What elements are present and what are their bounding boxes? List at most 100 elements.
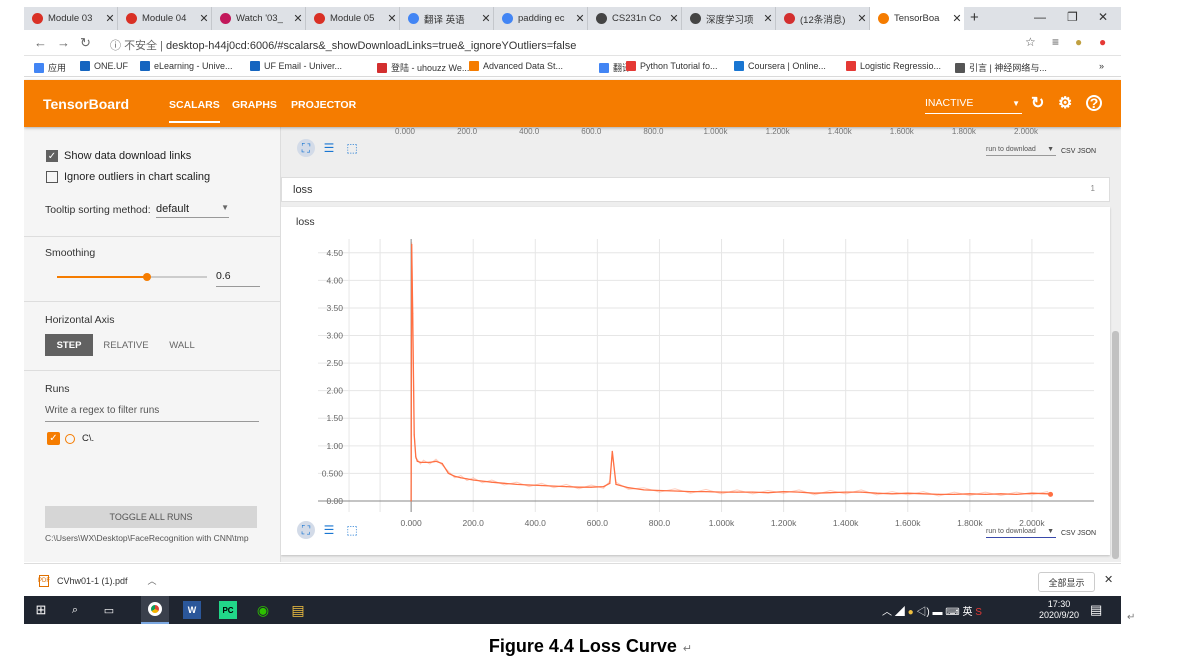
download-item[interactable]: PDF CVhw01-1 (1).pdf ︿: [38, 574, 157, 587]
list-lines-icon[interactable]: ☰: [323, 141, 335, 155]
bookmark-item[interactable]: 翻译: [599, 61, 631, 74]
tab-close-icon[interactable]: ✕: [763, 13, 773, 25]
minimize-button[interactable]: —: [1034, 10, 1046, 24]
download-formats[interactable]: CSV JSON: [1061, 147, 1097, 155]
bookmark-item[interactable]: Python Tutorial fo...: [626, 61, 718, 71]
help-icon[interactable]: ?: [1086, 95, 1102, 111]
wifi-icon[interactable]: ◢: [894, 607, 905, 618]
smoothing-input[interactable]: 0.6: [216, 270, 260, 287]
tab-close-icon[interactable]: ✕: [857, 13, 867, 25]
tab-scalars[interactable]: SCALARS: [169, 99, 220, 123]
tab-close-icon[interactable]: ✕: [293, 13, 303, 25]
toggle-all-runs-button[interactable]: TOGGLE ALL RUNS: [45, 506, 257, 528]
browser-tab[interactable]: 深度学习项 ✕: [682, 7, 776, 30]
axis-relative-button[interactable]: RELATIVE: [103, 339, 149, 351]
back-button[interactable]: ←: [34, 35, 47, 50]
extension-icon[interactable]: ●: [1075, 35, 1083, 49]
tab-close-icon[interactable]: ✕: [575, 13, 585, 25]
file-explorer-icon[interactable]: ▤: [291, 601, 305, 618]
run-item[interactable]: ✓ C\.: [47, 432, 94, 445]
bookmark-item[interactable]: Advanced Data St...: [469, 61, 563, 71]
sogou-icon[interactable]: S: [975, 607, 982, 618]
bookmark-item[interactable]: ONE.UF: [80, 61, 128, 71]
browser-tab[interactable]: Watch '03_ ✕: [212, 7, 306, 30]
settings-gear-icon[interactable]: ⚙: [1058, 95, 1073, 112]
wechat-app-icon[interactable]: ◉: [256, 601, 270, 618]
close-downloads-icon[interactable]: ✕: [1104, 574, 1114, 586]
notification-icon[interactable]: ▤: [1090, 602, 1103, 617]
smoothing-slider-thumb[interactable]: [143, 273, 151, 281]
bookmark-item[interactable]: Logistic Regressio...: [846, 61, 941, 71]
run-to-download-select[interactable]: run to download ▼: [986, 528, 1056, 538]
keyboard-icon[interactable]: ⌨: [945, 607, 963, 618]
fullscreen-icon[interactable]: ⛶: [297, 521, 315, 539]
ime-indicator[interactable]: 英: [962, 607, 973, 618]
browser-tab[interactable]: Module 04 ✕: [118, 7, 212, 30]
chevron-up-icon[interactable]: ︿: [147, 576, 157, 586]
volume-icon[interactable]: ◁): [916, 607, 930, 618]
maximize-button[interactable]: ❐: [1067, 10, 1078, 24]
task-view-icon[interactable]: ▭: [103, 604, 115, 617]
tab-close-icon[interactable]: ✕: [199, 13, 209, 25]
forward-button[interactable]: →: [57, 35, 70, 50]
smoothing-slider[interactable]: [57, 273, 207, 281]
ignore-outliers-checkbox[interactable]: Ignore outliers in chart scaling: [46, 171, 210, 183]
fit-domain-icon[interactable]: ⬚: [346, 523, 358, 537]
close-window-button[interactable]: ✕: [1098, 10, 1109, 24]
tab-close-icon[interactable]: ✕: [481, 13, 491, 25]
search-icon[interactable]: ⌕: [71, 603, 79, 616]
bookmark-item[interactable]: Coursera | Online...: [734, 61, 826, 71]
loss-group-header[interactable]: loss 1: [281, 177, 1110, 202]
loss-chart[interactable]: 0.000 200.0 400.0 600.0 800.0 1.000k 1.200k 1.4…: [281, 207, 1110, 555]
show-all-downloads-button[interactable]: 全部显示: [1038, 572, 1095, 592]
app-tray-icon[interactable]: ●: [907, 607, 914, 618]
runs-filter-input[interactable]: Write a regex to filter runs: [45, 405, 259, 422]
bookmark-item[interactable]: 引言 | 神经网络与...: [955, 61, 1047, 74]
tab-close-icon[interactable]: ✕: [669, 13, 679, 25]
fullscreen-icon[interactable]: ⛶: [297, 139, 315, 157]
list-lines-icon[interactable]: ☰: [323, 523, 335, 537]
show-download-links-checkbox[interactable]: ✓ Show data download links: [46, 150, 191, 162]
extension-red-icon[interactable]: ●: [1099, 35, 1107, 49]
browser-tab[interactable]: (12条消息) ✕: [776, 7, 870, 30]
playlist-icon[interactable]: ≡: [1052, 35, 1060, 49]
browser-tab[interactable]: TensorBoa ✕: [870, 7, 964, 30]
tab-graphs[interactable]: GRAPHS: [232, 99, 277, 111]
windows-start-icon[interactable]: ⊞: [35, 602, 47, 617]
pycharm-app-icon[interactable]: PC: [219, 601, 237, 619]
browser-tab[interactable]: Module 03 ✕: [24, 7, 118, 30]
tab-close-icon[interactable]: ✕: [105, 13, 115, 25]
tab-projector[interactable]: PROJECTOR: [291, 99, 357, 111]
chrome-app-icon[interactable]: [141, 596, 169, 624]
bookmark-item[interactable]: 应用: [34, 61, 66, 74]
fit-domain-icon[interactable]: ⬚: [346, 141, 358, 155]
browser-tab[interactable]: CS231n Co ✕: [588, 7, 682, 30]
bookmark-item[interactable]: eLearning - Unive...: [140, 61, 233, 71]
tooltip-sorting-select[interactable]: default ▼: [156, 203, 229, 218]
reload-button[interactable]: ↻: [80, 35, 91, 50]
tab-close-icon[interactable]: ✕: [952, 13, 962, 25]
main-scrollbar[interactable]: [1112, 331, 1119, 559]
axis-step-button[interactable]: STEP: [45, 334, 93, 356]
bookmark-item[interactable]: UF Email - Univer...: [250, 61, 342, 71]
taskbar-clock[interactable]: 17:30 2020/9/20: [1034, 599, 1084, 621]
browser-tab[interactable]: 翻译 英语 ✕: [400, 7, 494, 30]
run-to-download-select[interactable]: run to download ▼: [986, 146, 1056, 156]
refresh-icon[interactable]: ↻: [1031, 95, 1045, 112]
download-formats[interactable]: CSV JSON: [1061, 529, 1097, 537]
axis-wall-button[interactable]: WALL: [169, 339, 195, 351]
browser-tab[interactable]: padding ec ✕: [494, 7, 588, 30]
browser-tab[interactable]: Module 05 ✕: [306, 7, 400, 30]
battery-icon[interactable]: ▬: [932, 607, 943, 618]
inactive-dropdown[interactable]: INACTIVE ▼: [925, 97, 1022, 114]
bookmarks-more-icon[interactable]: »: [1099, 61, 1105, 71]
star-icon[interactable]: ☆: [1025, 35, 1036, 49]
chevron-up-icon[interactable]: ︿: [882, 607, 892, 618]
new-tab-button[interactable]: +: [970, 9, 979, 26]
run-checkbox-icon[interactable]: ✓: [47, 432, 60, 445]
word-app-icon[interactable]: W: [183, 601, 201, 619]
url-field[interactable]: ⓘ 不安全 | desktop-h44j0cd:6006/#scalars&_s…: [110, 40, 577, 52]
bookmark-item[interactable]: 登陆 - uhouzz We...: [377, 61, 469, 74]
tensorboard-logo[interactable]: TensorBoard: [43, 96, 130, 112]
tab-close-icon[interactable]: ✕: [387, 13, 397, 25]
